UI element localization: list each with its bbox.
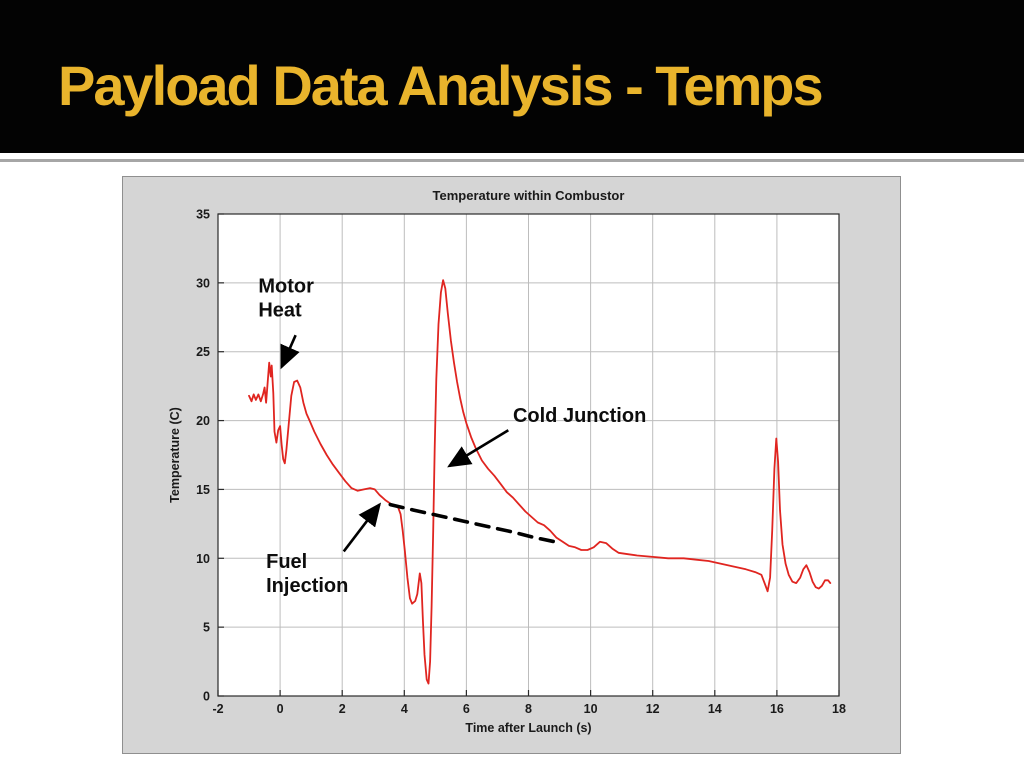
x-axis-label: Time after Launch (s) <box>465 721 591 735</box>
x-tick-label: 6 <box>463 702 470 716</box>
y-tick-label: 15 <box>196 483 210 497</box>
y-tick-label: 5 <box>203 621 210 635</box>
page-title: Payload Data Analysis - Temps <box>58 54 824 117</box>
y-tick-label: 30 <box>196 276 210 290</box>
y-tick-label: 20 <box>196 414 210 428</box>
annotation-motor-heat: Motor Heat <box>258 275 314 321</box>
combustor-chart: -2 0 2 4 6 8 10 12 14 16 1805101520253035Temperatu… <box>168 188 846 735</box>
x-tick-label: 2 <box>339 702 346 716</box>
x-tick-label: 18 <box>832 702 846 716</box>
x-tick-label: 10 <box>584 702 598 716</box>
annotation-arrow-fuel-injection <box>342 502 382 553</box>
x-tick-label: 16 <box>770 702 784 716</box>
x-tick-label: 8 <box>525 702 532 716</box>
annotation-arrow-motor-heat <box>280 334 300 370</box>
annotation-fuel-injection: Fuel Injection <box>266 551 348 597</box>
y-axis-label: Temperature (C) <box>168 407 182 503</box>
y-tick-label: 35 <box>196 208 210 222</box>
y-tick-label: 0 <box>203 690 210 704</box>
x-tick-label: 14 <box>708 702 722 716</box>
cold-junction-trendline <box>388 502 557 544</box>
y-tick-label: 10 <box>196 552 210 566</box>
combustor-temperature <box>248 279 832 685</box>
slide-header: Payload Data Analysis - Temps <box>0 0 1024 153</box>
chart-title: Temperature within Combustor <box>433 188 625 203</box>
x-tick-label: 12 <box>646 702 660 716</box>
annotation-arrow-cold-junction <box>447 429 509 468</box>
combustor-temperature-figure: -2 0 2 4 6 8 10 12 14 16 18 0 5 10 15 20 25 30 35 Temperatu… <box>122 176 901 754</box>
x-tick-label: 0 <box>277 702 284 716</box>
annotation-cold-junction: Cold Junction <box>513 405 646 427</box>
header-divider <box>0 159 1024 162</box>
x-tick-label: 4 <box>401 702 408 716</box>
y-tick-label: 25 <box>196 345 210 359</box>
x-tick-label: -2 <box>212 702 223 716</box>
